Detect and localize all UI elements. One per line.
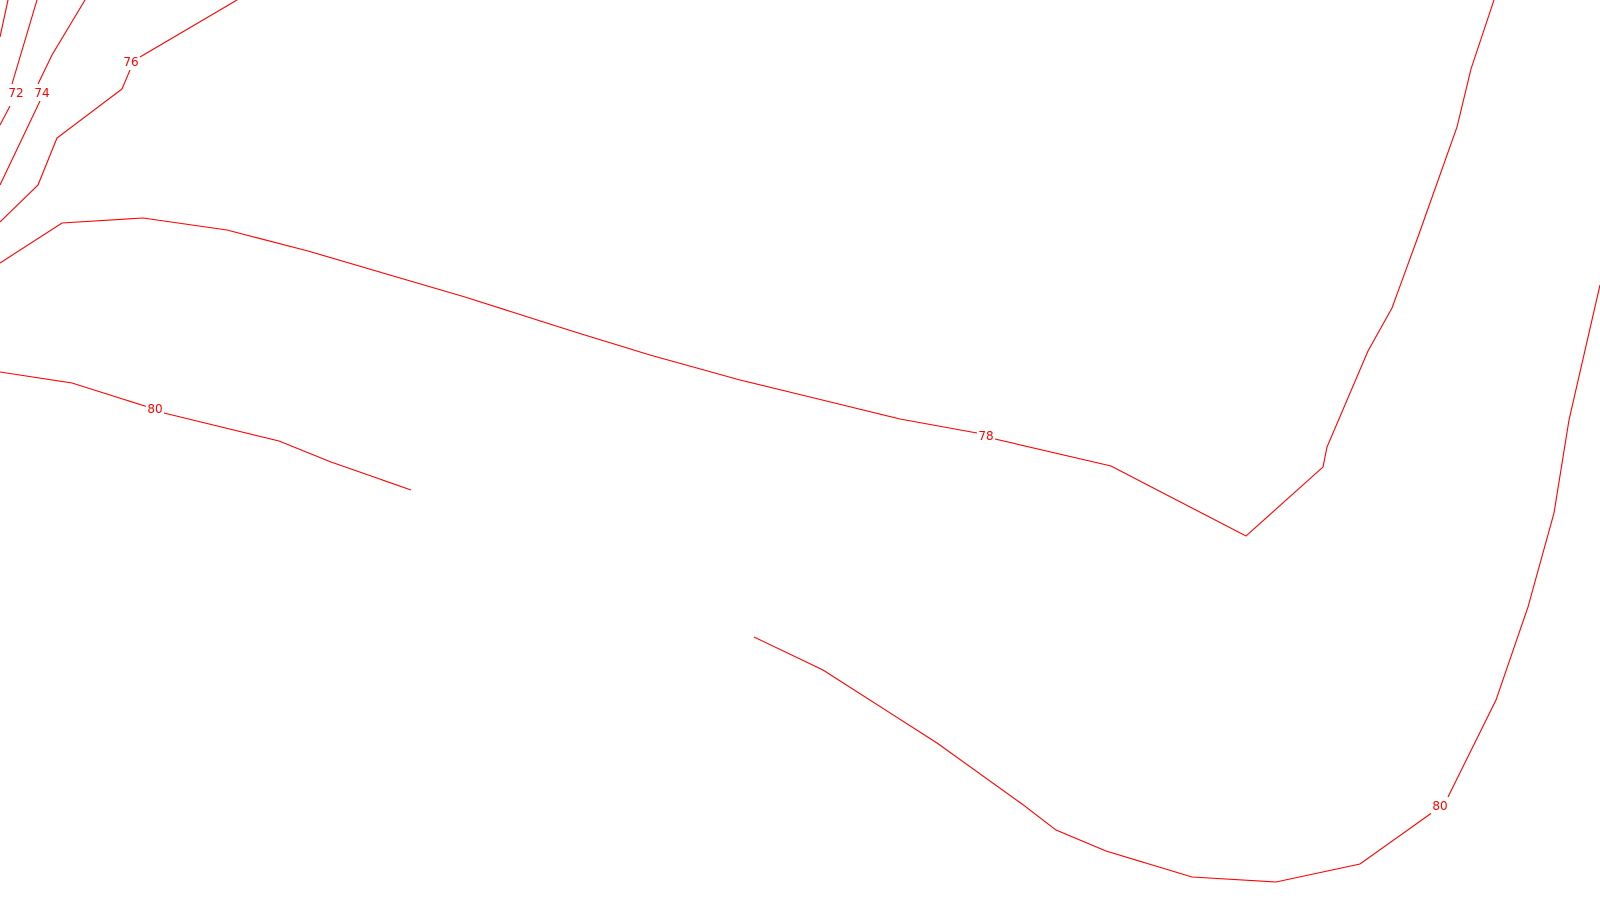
contour-line-72 <box>0 0 9 38</box>
contour-line-80-right-a <box>753 636 1434 883</box>
contour-line-80-right-b <box>1447 284 1600 798</box>
contour-label-80-left: 80 <box>147 402 162 416</box>
contour-line-74-lower <box>0 100 41 186</box>
contour-76: 76 <box>0 0 238 223</box>
contour-line-74-upper <box>37 0 86 85</box>
contour-line-76-upper <box>139 0 238 58</box>
contour-label-76: 76 <box>123 55 138 69</box>
contour-80-right: 80 <box>753 284 1600 883</box>
contour-label-74: 74 <box>34 86 49 100</box>
contour-label-78: 78 <box>978 429 993 443</box>
contour-line-72-upper <box>11 0 38 85</box>
contour-line-76-lower <box>0 69 131 223</box>
contour-line-78-right <box>994 0 1495 537</box>
contour-74: 74 <box>0 0 86 186</box>
contour-80-left: 80 <box>0 371 412 491</box>
contour-label-72: 72 <box>8 86 23 100</box>
contour-78: 78 <box>0 0 1495 537</box>
contour-72: 72 <box>0 0 38 126</box>
contour-line-72-lower <box>0 105 11 126</box>
contour-line-78-left <box>0 217 978 434</box>
contour-line-80-left <box>0 371 149 408</box>
contour-line-80-left-b <box>163 412 412 491</box>
contour-label-80-right: 80 <box>1432 799 1447 813</box>
